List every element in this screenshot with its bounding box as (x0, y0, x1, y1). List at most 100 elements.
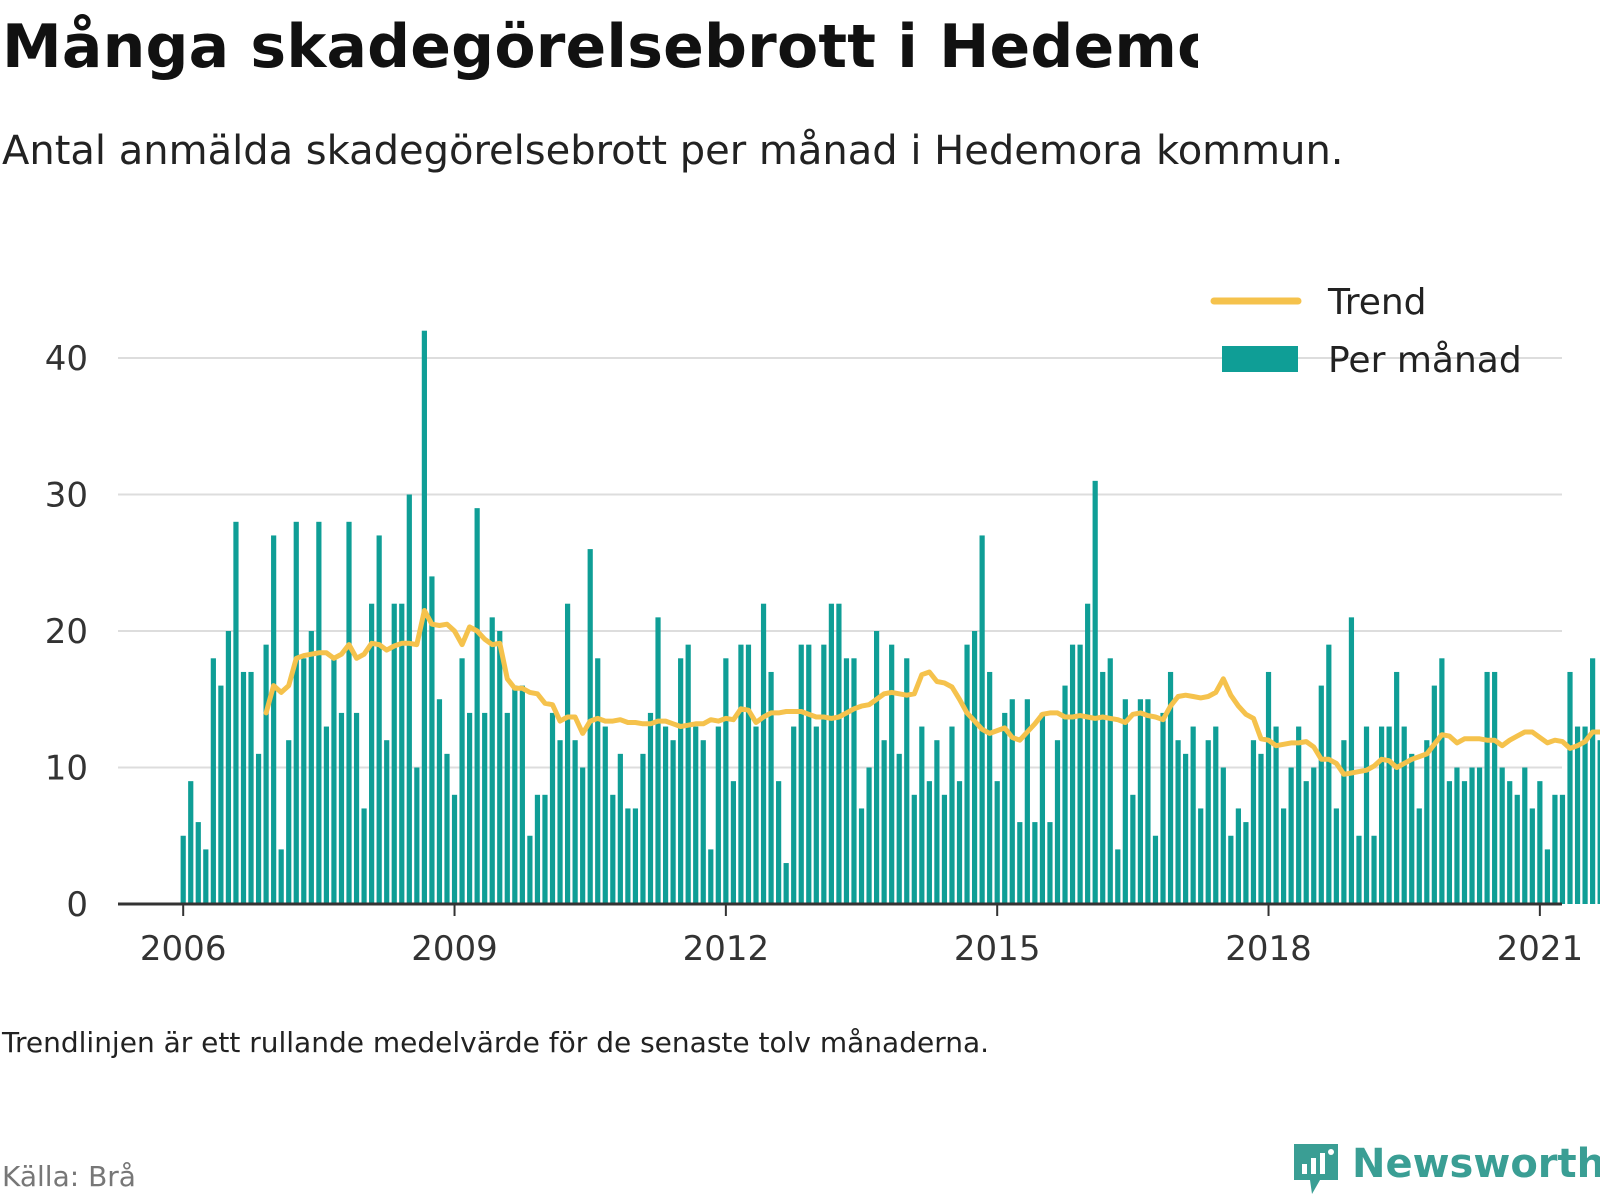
bar (813, 726, 819, 904)
bar (459, 658, 465, 904)
bar (1341, 740, 1347, 904)
bar (1296, 726, 1302, 904)
bar (1205, 740, 1211, 904)
bar (1559, 794, 1566, 904)
x-tick-label: 2009 (411, 929, 498, 969)
bar (1378, 726, 1385, 904)
trend-line (263, 608, 1600, 777)
bar (497, 631, 503, 904)
bar (1115, 849, 1121, 904)
legend-trend-label: Trend (1327, 282, 1427, 323)
x-tick-label: 2006 (140, 929, 227, 969)
bar (1326, 644, 1332, 904)
bar (1054, 740, 1061, 904)
bar (881, 740, 887, 904)
bar (308, 631, 314, 904)
bar (760, 603, 767, 904)
bar (738, 644, 744, 904)
bar (987, 671, 993, 904)
bar (1137, 699, 1143, 904)
bar (1529, 808, 1535, 904)
bar (1145, 699, 1151, 904)
bar (1537, 781, 1543, 904)
bar (700, 740, 706, 904)
bar (1085, 603, 1091, 904)
bar (1288, 767, 1294, 904)
bar (240, 671, 247, 904)
bar (1250, 740, 1257, 904)
bar (482, 712, 488, 904)
bar (542, 794, 548, 904)
bar (1461, 781, 1468, 904)
bar (1017, 822, 1023, 904)
y-tick-label: 0 (66, 885, 88, 925)
bar (956, 781, 963, 904)
bar (647, 712, 654, 904)
bar (1062, 685, 1068, 904)
bar (753, 726, 759, 904)
bar (798, 644, 804, 904)
chart-title: Många skadegörelsebrott i Hedemora (2, 12, 1290, 82)
bar (896, 753, 902, 904)
bar (301, 658, 307, 904)
x-tick-label: 2012 (683, 929, 770, 969)
bar (1002, 712, 1008, 904)
bar (655, 617, 661, 904)
legend-bar-swatch (1222, 346, 1298, 372)
bar (625, 808, 631, 904)
bar (1424, 740, 1430, 904)
bar (1077, 644, 1083, 904)
bar (1469, 767, 1475, 904)
x-tick-label: 2015 (954, 929, 1041, 969)
bar (255, 753, 262, 904)
bar (564, 603, 571, 904)
bar (1356, 835, 1362, 904)
bar (1235, 808, 1241, 904)
bar (889, 644, 895, 904)
bar (1024, 699, 1030, 904)
footnote: Trendlinjen är ett rullande medelvärde f… (2, 1026, 990, 1059)
x-axis-ticks: 2006200920122015201820212023 (140, 904, 1583, 969)
bar (1416, 808, 1422, 904)
bar (369, 603, 375, 904)
bar (851, 658, 857, 904)
bar (406, 494, 412, 904)
bar (1122, 699, 1128, 904)
bar (1522, 767, 1528, 904)
bar (1243, 822, 1249, 904)
bar (1152, 835, 1159, 904)
bar (210, 658, 216, 904)
bar (662, 726, 669, 904)
bar (1454, 767, 1460, 904)
bar (557, 740, 563, 904)
bar (436, 699, 443, 904)
bar (1371, 835, 1377, 904)
bar (821, 644, 827, 904)
bar (519, 685, 525, 904)
bar (278, 849, 284, 904)
bar (218, 685, 224, 904)
bar (874, 631, 880, 904)
bar (534, 794, 541, 904)
bar (572, 740, 578, 904)
bar (610, 794, 616, 904)
bar (1318, 685, 1324, 904)
bar (866, 767, 872, 904)
bar (1492, 671, 1498, 904)
bar (685, 644, 691, 904)
bar (1446, 781, 1453, 904)
bar (1363, 726, 1370, 904)
bar (715, 726, 721, 904)
bar (1499, 767, 1505, 904)
bar (1047, 822, 1053, 904)
bar (587, 549, 593, 904)
bar (1032, 822, 1038, 904)
bar (1228, 835, 1234, 904)
bar (1514, 794, 1520, 904)
bar (1039, 712, 1046, 904)
bar (971, 631, 978, 904)
bar (1167, 671, 1174, 904)
bar (783, 863, 789, 904)
logo-text: Newsworthy (1352, 1141, 1600, 1187)
